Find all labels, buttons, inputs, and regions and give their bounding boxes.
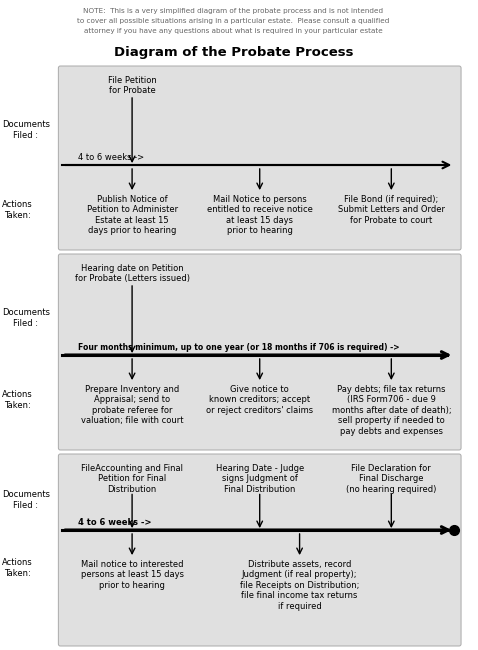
- Text: to cover all possible situations arising in a particular estate.  Please consult: to cover all possible situations arising…: [77, 18, 390, 24]
- Text: Documents
Filed :: Documents Filed :: [2, 308, 50, 328]
- Text: Actions
Taken:: Actions Taken:: [2, 558, 33, 578]
- Text: Mail Notice to persons
entitled to receive notice
at least 15 days
prior to hear: Mail Notice to persons entitled to recei…: [207, 195, 313, 235]
- Text: Documents
Filed :: Documents Filed :: [2, 120, 50, 140]
- FancyBboxPatch shape: [58, 254, 461, 450]
- Text: Hearing date on Petition
for Probate (Letters issued): Hearing date on Petition for Probate (Le…: [75, 264, 190, 283]
- Text: Documents
Filed :: Documents Filed :: [2, 490, 50, 510]
- Text: Pay debts; file tax returns
(IRS Form706 - due 9
months after date of death);
se: Pay debts; file tax returns (IRS Form706…: [332, 385, 451, 436]
- Text: NOTE:  This is a very simplified diagram of the probate process and is not inten: NOTE: This is a very simplified diagram …: [83, 8, 383, 14]
- FancyBboxPatch shape: [58, 454, 461, 646]
- Text: Publish Notice of
Petition to Administer
Estate at least 15
days prior to hearin: Publish Notice of Petition to Administer…: [87, 195, 178, 235]
- Text: FileAccounting and Final
Petition for Final
Distribution: FileAccounting and Final Petition for Fi…: [81, 464, 183, 494]
- Text: Give notice to
known creditors; accept
or reject creditors' claims: Give notice to known creditors; accept o…: [206, 385, 313, 415]
- Text: Actions
Taken:: Actions Taken:: [2, 200, 33, 220]
- Text: Distribute assets, record
Judgment (if real property);
file Receipts on Distribu: Distribute assets, record Judgment (if r…: [240, 560, 359, 610]
- Text: attorney if you have any questions about what is required in your particular est: attorney if you have any questions about…: [84, 28, 383, 34]
- Text: 4 to 6 weeks ->: 4 to 6 weeks ->: [78, 518, 152, 527]
- Text: Mail notice to interested
persons at least 15 days
prior to hearing: Mail notice to interested persons at lea…: [81, 560, 184, 590]
- Text: File Bond (if required);
Submit Letters and Order
for Probate to court: File Bond (if required); Submit Letters …: [338, 195, 445, 225]
- Text: File Declaration for
Final Discharge
(no hearing required): File Declaration for Final Discharge (no…: [346, 464, 436, 494]
- Text: File Petition
for Probate: File Petition for Probate: [108, 76, 156, 96]
- Text: Prepare Inventory and
Appraisal; send to
probate referee for
valuation; file wit: Prepare Inventory and Appraisal; send to…: [81, 385, 184, 425]
- Text: Hearing Date - Judge
signs Judgment of
Final Distribution: Hearing Date - Judge signs Judgment of F…: [216, 464, 304, 494]
- Text: 4 to 6 weeks ->: 4 to 6 weeks ->: [78, 153, 144, 162]
- FancyBboxPatch shape: [58, 66, 461, 250]
- Text: Four months minimum, up to one year (or 18 months if 706 is required) ->: Four months minimum, up to one year (or …: [78, 343, 399, 352]
- Text: Actions
Taken:: Actions Taken:: [2, 390, 33, 410]
- Text: Diagram of the Probate Process: Diagram of the Probate Process: [114, 46, 353, 59]
